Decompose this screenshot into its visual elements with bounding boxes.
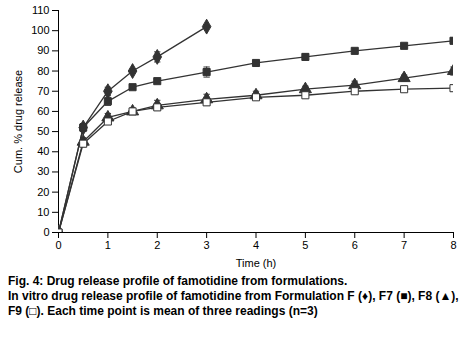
html-text:In vitro drug release profile: In vitro drug release profile of famotid…	[8, 289, 459, 318]
svg-text:4: 4	[253, 239, 259, 251]
svg-text:8: 8	[450, 239, 456, 251]
svg-text:40: 40	[37, 145, 49, 157]
svg-text:70: 70	[37, 85, 49, 97]
svg-text:80: 80	[37, 65, 49, 77]
svg-text:6: 6	[352, 239, 358, 251]
svg-text:Cum. % drug release: Cum. % drug release	[12, 70, 24, 173]
svg-text:2: 2	[154, 239, 160, 251]
svg-text:0: 0	[55, 239, 61, 251]
svg-text:3: 3	[204, 239, 210, 251]
svg-text:110: 110	[32, 4, 50, 16]
svg-text:20: 20	[37, 186, 49, 198]
svg-text:90: 90	[37, 44, 49, 56]
svg-text:5: 5	[302, 239, 308, 251]
svg-text:0: 0	[43, 226, 49, 238]
svg-text:10: 10	[37, 206, 49, 218]
svg-text:60: 60	[37, 105, 49, 117]
svg-text:1: 1	[105, 239, 111, 251]
svg-text:50: 50	[37, 125, 49, 137]
svg-text:100: 100	[31, 24, 49, 36]
svg-text:Time (h): Time (h)	[236, 257, 277, 269]
svg-text:30: 30	[37, 165, 49, 177]
svg-text:7: 7	[401, 239, 407, 251]
html-text:Fig. 4: Drug release profile o: Fig. 4: Drug release profile of famotidi…	[8, 274, 348, 288]
